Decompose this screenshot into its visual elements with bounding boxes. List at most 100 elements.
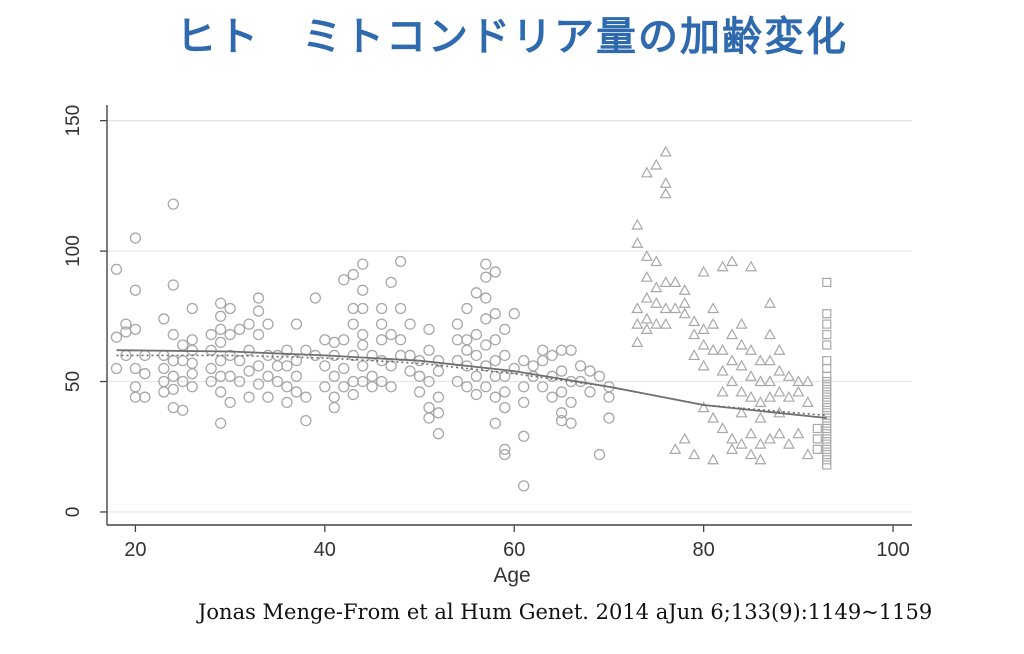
data-point [822, 444, 832, 454]
data-point [423, 375, 435, 388]
data-point [735, 385, 748, 397]
data-point [640, 250, 653, 261]
data-point [659, 145, 672, 157]
data-point [375, 302, 388, 315]
data-point [290, 370, 303, 382]
data-point [773, 427, 786, 439]
data-point [707, 343, 720, 355]
data-point [707, 302, 720, 314]
data-point [546, 391, 558, 403]
data-point [489, 417, 501, 429]
data-point [357, 375, 369, 388]
data-point [366, 381, 378, 393]
data-point [782, 437, 795, 449]
data-point [822, 429, 832, 439]
data-point [489, 391, 501, 403]
y-tick-label: 50 [63, 371, 84, 392]
data-point [726, 255, 739, 267]
data-point [822, 439, 832, 449]
data-point [214, 386, 227, 398]
data-point [271, 360, 284, 372]
data-point [423, 344, 435, 356]
data-point [527, 370, 539, 382]
data-point [678, 283, 691, 295]
data-point [555, 415, 568, 427]
data-point [555, 344, 568, 356]
data-point [432, 407, 445, 419]
axes [100, 105, 912, 532]
data-point [499, 386, 511, 398]
data-point [480, 292, 492, 304]
data-point [290, 386, 303, 398]
data-point [319, 360, 331, 372]
data-point [262, 370, 274, 382]
data-point [754, 375, 767, 387]
data-point [129, 232, 142, 244]
data-point [773, 343, 786, 355]
data-point [499, 448, 511, 461]
data-point [792, 385, 805, 397]
data-point [347, 349, 359, 362]
data-point [822, 376, 832, 387]
data-point [224, 370, 236, 382]
data-point [707, 453, 720, 465]
data-point [319, 381, 331, 393]
data-point [158, 313, 170, 325]
data-point [366, 370, 378, 382]
data-point [271, 375, 284, 388]
data-point [394, 302, 407, 315]
data-point [357, 302, 369, 315]
data-point [357, 328, 369, 341]
data-point [688, 328, 701, 340]
data-point [754, 396, 767, 407]
data-point [812, 434, 822, 444]
data-point [518, 430, 530, 442]
data-point [470, 287, 483, 299]
data-point [565, 396, 577, 409]
data-point [186, 334, 198, 346]
data-point [404, 349, 416, 362]
data-point [423, 323, 435, 335]
data-point [603, 412, 615, 424]
scatter-points [110, 145, 832, 492]
data-point [584, 386, 596, 398]
data-point [822, 329, 832, 340]
data-point [451, 318, 464, 330]
data-point [763, 375, 776, 387]
data-point [518, 480, 530, 492]
data-point [139, 368, 151, 380]
data-point [489, 355, 501, 367]
data-point [233, 355, 246, 367]
slide-title: ヒト ミトコンドリア量の加齢変化 [176, 14, 848, 60]
data-point [338, 362, 350, 375]
data-point [347, 318, 359, 330]
data-point [593, 448, 606, 461]
data-point [186, 357, 198, 369]
data-point [252, 305, 265, 317]
data-point [659, 302, 672, 314]
data-point [822, 382, 832, 392]
data-point [659, 187, 672, 199]
data-point [338, 334, 350, 346]
data-point [338, 274, 350, 286]
y-tick-label: 0 [63, 507, 84, 518]
data-point [281, 344, 293, 356]
data-point [822, 319, 832, 329]
data-point [822, 449, 832, 460]
data-point [470, 328, 483, 341]
data-point [177, 355, 189, 367]
data-point [177, 339, 189, 351]
data-point [735, 359, 748, 371]
data-point [110, 362, 123, 375]
x-tick-label: 80 [693, 539, 715, 561]
data-point [385, 381, 397, 393]
data-point [404, 318, 416, 330]
data-point [214, 310, 227, 322]
grid-lines [107, 120, 912, 513]
x-tick-label: 60 [503, 539, 525, 561]
data-point [508, 362, 520, 375]
x-tick-label: 100 [876, 539, 909, 561]
data-point [461, 381, 473, 393]
data-point [801, 448, 814, 460]
